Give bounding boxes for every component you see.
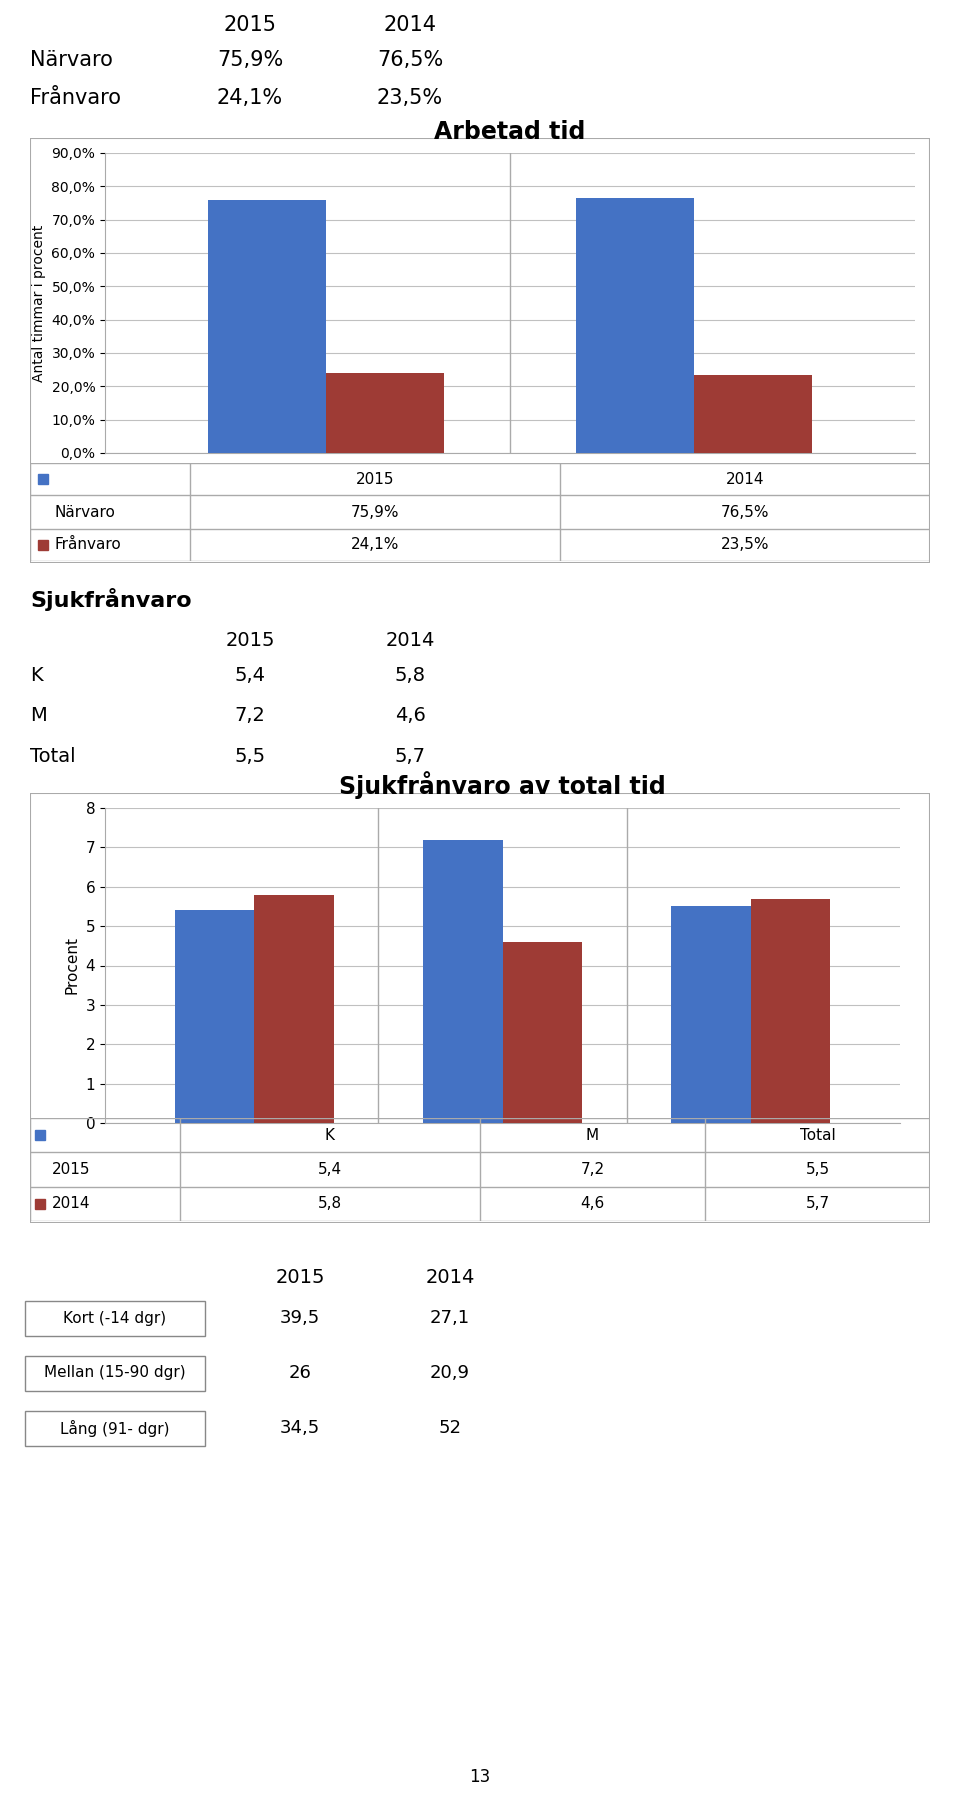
Title: Arbetad tid: Arbetad tid: [434, 120, 586, 144]
Bar: [35, 1199, 45, 1210]
Text: Sjukfrånvaro: Sjukfrånvaro: [30, 589, 192, 610]
Text: 2015: 2015: [52, 1161, 90, 1178]
Text: 5,7: 5,7: [805, 1195, 829, 1212]
Text: 4,6: 4,6: [581, 1195, 605, 1212]
Text: 23,5%: 23,5%: [721, 537, 769, 551]
Text: 5,5: 5,5: [805, 1161, 829, 1178]
Text: 2015: 2015: [226, 630, 275, 650]
Title: Sjukfrånvaro av total tid: Sjukfrånvaro av total tid: [339, 772, 666, 799]
Text: 27,1: 27,1: [430, 1309, 470, 1327]
Text: Total: Total: [800, 1127, 835, 1143]
Text: Lång (91- dgr): Lång (91- dgr): [60, 1420, 170, 1436]
Text: 2014: 2014: [383, 14, 437, 34]
Text: 13: 13: [469, 1768, 491, 1786]
Bar: [208, 199, 325, 452]
Y-axis label: Procent: Procent: [65, 937, 80, 994]
Bar: [25, 1301, 205, 1335]
Text: K: K: [325, 1127, 335, 1143]
Text: 2015: 2015: [276, 1267, 324, 1287]
Text: 2014: 2014: [385, 630, 435, 650]
Text: 5,4: 5,4: [318, 1161, 342, 1178]
Text: 5,5: 5,5: [234, 747, 266, 766]
Text: Närvaro: Närvaro: [55, 504, 116, 519]
Text: 24,1%: 24,1%: [350, 537, 399, 551]
Bar: [175, 910, 254, 1124]
Text: 75,9%: 75,9%: [217, 50, 283, 70]
Text: 7,2: 7,2: [234, 707, 265, 725]
Bar: [254, 894, 333, 1124]
Text: Närvaro: Närvaro: [30, 50, 113, 70]
Text: 24,1%: 24,1%: [217, 88, 283, 108]
Text: 39,5: 39,5: [280, 1309, 320, 1327]
Text: 5,8: 5,8: [318, 1195, 342, 1212]
Text: 34,5: 34,5: [280, 1420, 320, 1438]
Text: M: M: [586, 1127, 599, 1143]
Text: 23,5%: 23,5%: [377, 88, 444, 108]
Text: 7,2: 7,2: [581, 1161, 605, 1178]
Text: 2014: 2014: [52, 1195, 90, 1212]
Text: Total: Total: [30, 747, 76, 766]
Text: 76,5%: 76,5%: [721, 504, 769, 519]
Text: M: M: [30, 707, 47, 725]
Bar: [25, 1355, 205, 1391]
Bar: [671, 906, 751, 1124]
Text: 2015: 2015: [224, 14, 276, 34]
Text: 76,5%: 76,5%: [377, 50, 444, 70]
Text: Frånvaro: Frånvaro: [55, 537, 122, 551]
Bar: [576, 197, 694, 452]
Text: Frånvaro: Frånvaro: [30, 88, 121, 108]
Text: 52: 52: [439, 1420, 462, 1438]
Text: 5,8: 5,8: [395, 666, 425, 684]
Text: 4,6: 4,6: [395, 707, 425, 725]
Bar: [694, 375, 812, 452]
Bar: [325, 373, 444, 452]
Y-axis label: Antal timmar i procent: Antal timmar i procent: [32, 224, 46, 382]
Text: 5,7: 5,7: [395, 747, 425, 766]
Bar: [502, 942, 582, 1124]
Bar: [751, 899, 830, 1124]
Text: Kort (-14 dgr): Kort (-14 dgr): [63, 1310, 167, 1325]
Text: 20,9: 20,9: [430, 1364, 470, 1382]
Text: 2014: 2014: [425, 1267, 474, 1287]
Bar: [423, 840, 502, 1124]
Text: Mellan (15-90 dgr): Mellan (15-90 dgr): [44, 1366, 186, 1380]
Bar: [38, 474, 48, 485]
Text: 26: 26: [289, 1364, 311, 1382]
Bar: [25, 1411, 205, 1445]
Bar: [35, 1131, 45, 1140]
Text: 2015: 2015: [356, 472, 395, 486]
Bar: [38, 540, 48, 549]
Text: 75,9%: 75,9%: [350, 504, 399, 519]
Text: 5,4: 5,4: [234, 666, 266, 684]
Text: 2014: 2014: [726, 472, 764, 486]
Text: K: K: [30, 666, 42, 684]
